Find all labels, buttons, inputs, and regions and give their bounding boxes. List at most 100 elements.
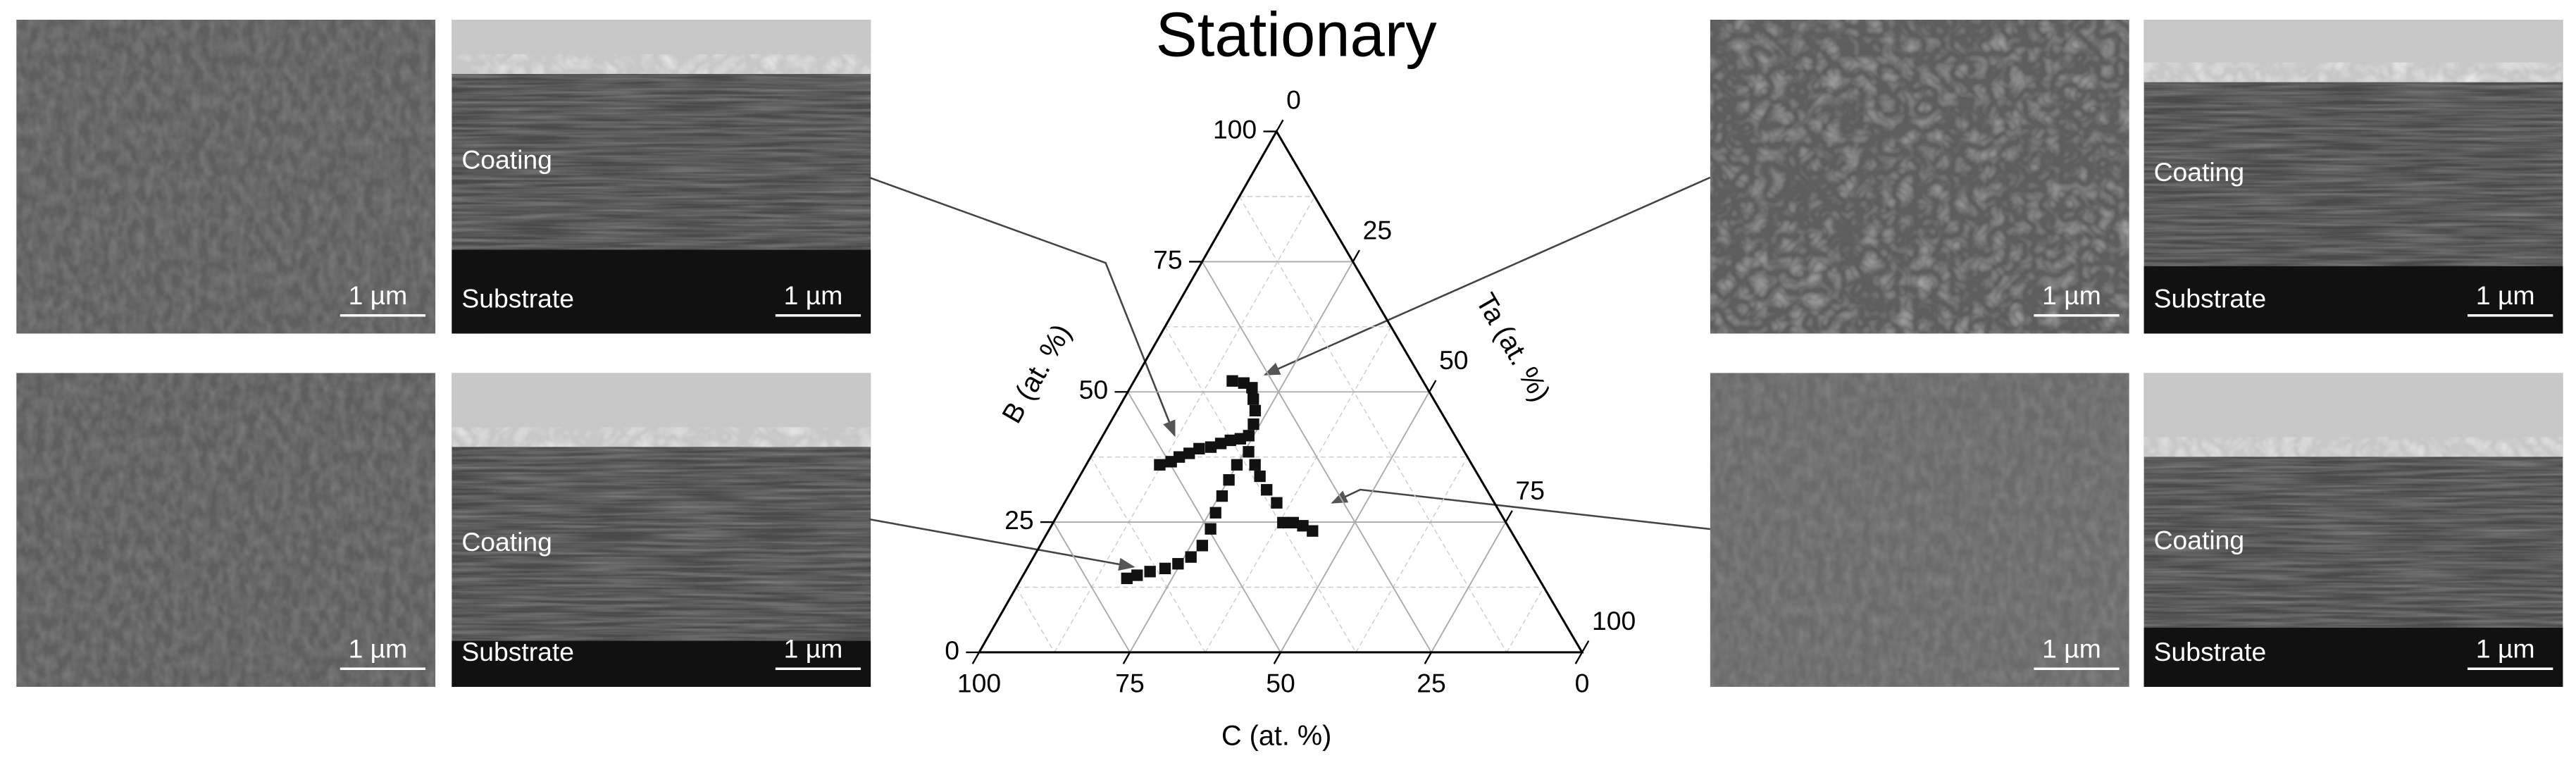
arrow (869, 176, 1176, 438)
data-point (1131, 569, 1143, 581)
surface-texture (452, 54, 871, 74)
substrate-label: Substrate (461, 637, 574, 666)
grid-line-c (1238, 196, 1507, 653)
arrow (1263, 176, 1711, 376)
data-point (1246, 382, 1258, 394)
sem-image: 1 µm (1710, 19, 2129, 334)
data-point (1154, 459, 1166, 471)
tick-label-ta: 75 (1516, 476, 1545, 505)
grid-line-ta (1431, 521, 1507, 653)
surface-texture (1710, 19, 2129, 334)
sem-image: 1 µm (16, 19, 436, 334)
substrate-label: Substrate (2154, 637, 2267, 666)
scale-bar-label: 1 µm (2042, 633, 2101, 663)
axis-title-ta: Ta (at. %) (1469, 288, 1556, 407)
surface-texture (2143, 437, 2563, 457)
data-point (1234, 433, 1246, 445)
grid-line-ta (1506, 587, 1545, 653)
scale-bar-label: 1 µm (784, 280, 843, 310)
data-point (1205, 523, 1217, 535)
grid-line-c (1164, 326, 1357, 653)
tick-label-c: 100 (957, 668, 1001, 697)
tick-ta (1581, 640, 1590, 653)
tick-label-ta: 0 (1286, 85, 1301, 114)
grid-line-c (1052, 521, 1131, 653)
grid-line-ta (1205, 326, 1392, 653)
tick-label-b: 50 (1079, 375, 1109, 404)
scale-bar-label: 1 µm (349, 633, 408, 663)
grid-line-ta (1280, 391, 1430, 653)
data-point (1226, 375, 1238, 387)
axis-title-c: C (at. %) (1221, 721, 1331, 752)
tick-label-c: 0 (1575, 668, 1590, 697)
sem-image: Coating Substrate 1 µm (452, 373, 871, 687)
data-point (1209, 507, 1221, 519)
data-point (1173, 451, 1186, 463)
surface-texture (2143, 62, 2563, 82)
grid-line-ta (1054, 196, 1316, 653)
data-point (1196, 540, 1208, 552)
grid-line-ta (1355, 457, 1468, 653)
data-point (1254, 470, 1266, 483)
data-point (1231, 459, 1243, 471)
data-point (1297, 520, 1309, 532)
tick-label-ta: 50 (1439, 345, 1469, 375)
data-point (1223, 474, 1235, 486)
data-point (1172, 558, 1184, 570)
tick-label-b: 0 (945, 635, 959, 665)
sem-image: Coating Substrate 1 µm (2143, 373, 2563, 687)
sem-image: Coating Substrate 1 µm (2143, 19, 2563, 334)
substrate-region (452, 249, 871, 334)
scale-bar-label: 1 µm (2476, 280, 2535, 310)
surface-texture (16, 373, 436, 687)
tick-label-ta: 100 (1592, 606, 1636, 635)
scale-bar-label: 1 µm (349, 280, 408, 310)
tick-c (1574, 652, 1583, 664)
chart-title: Stationary (1156, 0, 1438, 69)
data-point (1121, 572, 1133, 585)
sem-image: 1 µm (1710, 373, 2129, 687)
grid-line-c (1201, 261, 1432, 653)
tick-c (1122, 652, 1131, 664)
arrow (869, 518, 1135, 571)
tick-ta (1429, 380, 1437, 392)
data-point (1185, 551, 1197, 563)
substrate-region (2143, 627, 2563, 687)
tick-label-c: 50 (1266, 668, 1295, 697)
data-point (1216, 490, 1228, 502)
tick-c (1273, 652, 1282, 664)
data-point (1247, 418, 1259, 430)
grid-line-ta (1129, 261, 1354, 653)
data-point (1214, 438, 1227, 449)
coating-label: Coating (461, 527, 552, 557)
sem-image: 1 µm (16, 373, 436, 687)
coating-label: Coating (461, 145, 552, 175)
data-point (1159, 562, 1171, 575)
data-point (1243, 446, 1255, 458)
scale-bar-label: 1 µm (2042, 280, 2101, 310)
grid-line-c (1127, 391, 1281, 653)
data-point (1144, 566, 1156, 578)
surface-texture (452, 427, 871, 447)
data-point (1205, 441, 1217, 453)
data-point (1261, 484, 1273, 496)
tick-label-c: 75 (1115, 668, 1145, 697)
scale-bar-label: 1 µm (2476, 633, 2535, 663)
data-point (1271, 497, 1283, 509)
data-point (1287, 516, 1299, 528)
tick-label-c: 25 (1417, 668, 1445, 697)
tick-ta (1505, 510, 1513, 523)
data-point (1277, 516, 1289, 528)
tick-c (1424, 652, 1433, 664)
data-point (1183, 447, 1195, 459)
surface-texture (1710, 373, 2129, 687)
image-panels: 1 µm Coating Substrate 1 µm 1 µm Coating Subst… (16, 19, 2563, 687)
tick-ta (1276, 119, 1284, 132)
tick-label-ta: 25 (1363, 215, 1393, 244)
substrate-label: Substrate (461, 284, 574, 314)
tick-label-b: 75 (1153, 244, 1183, 274)
scale-bar-label: 1 µm (784, 633, 843, 663)
tick-c (971, 652, 981, 664)
data-point (1193, 442, 1205, 455)
